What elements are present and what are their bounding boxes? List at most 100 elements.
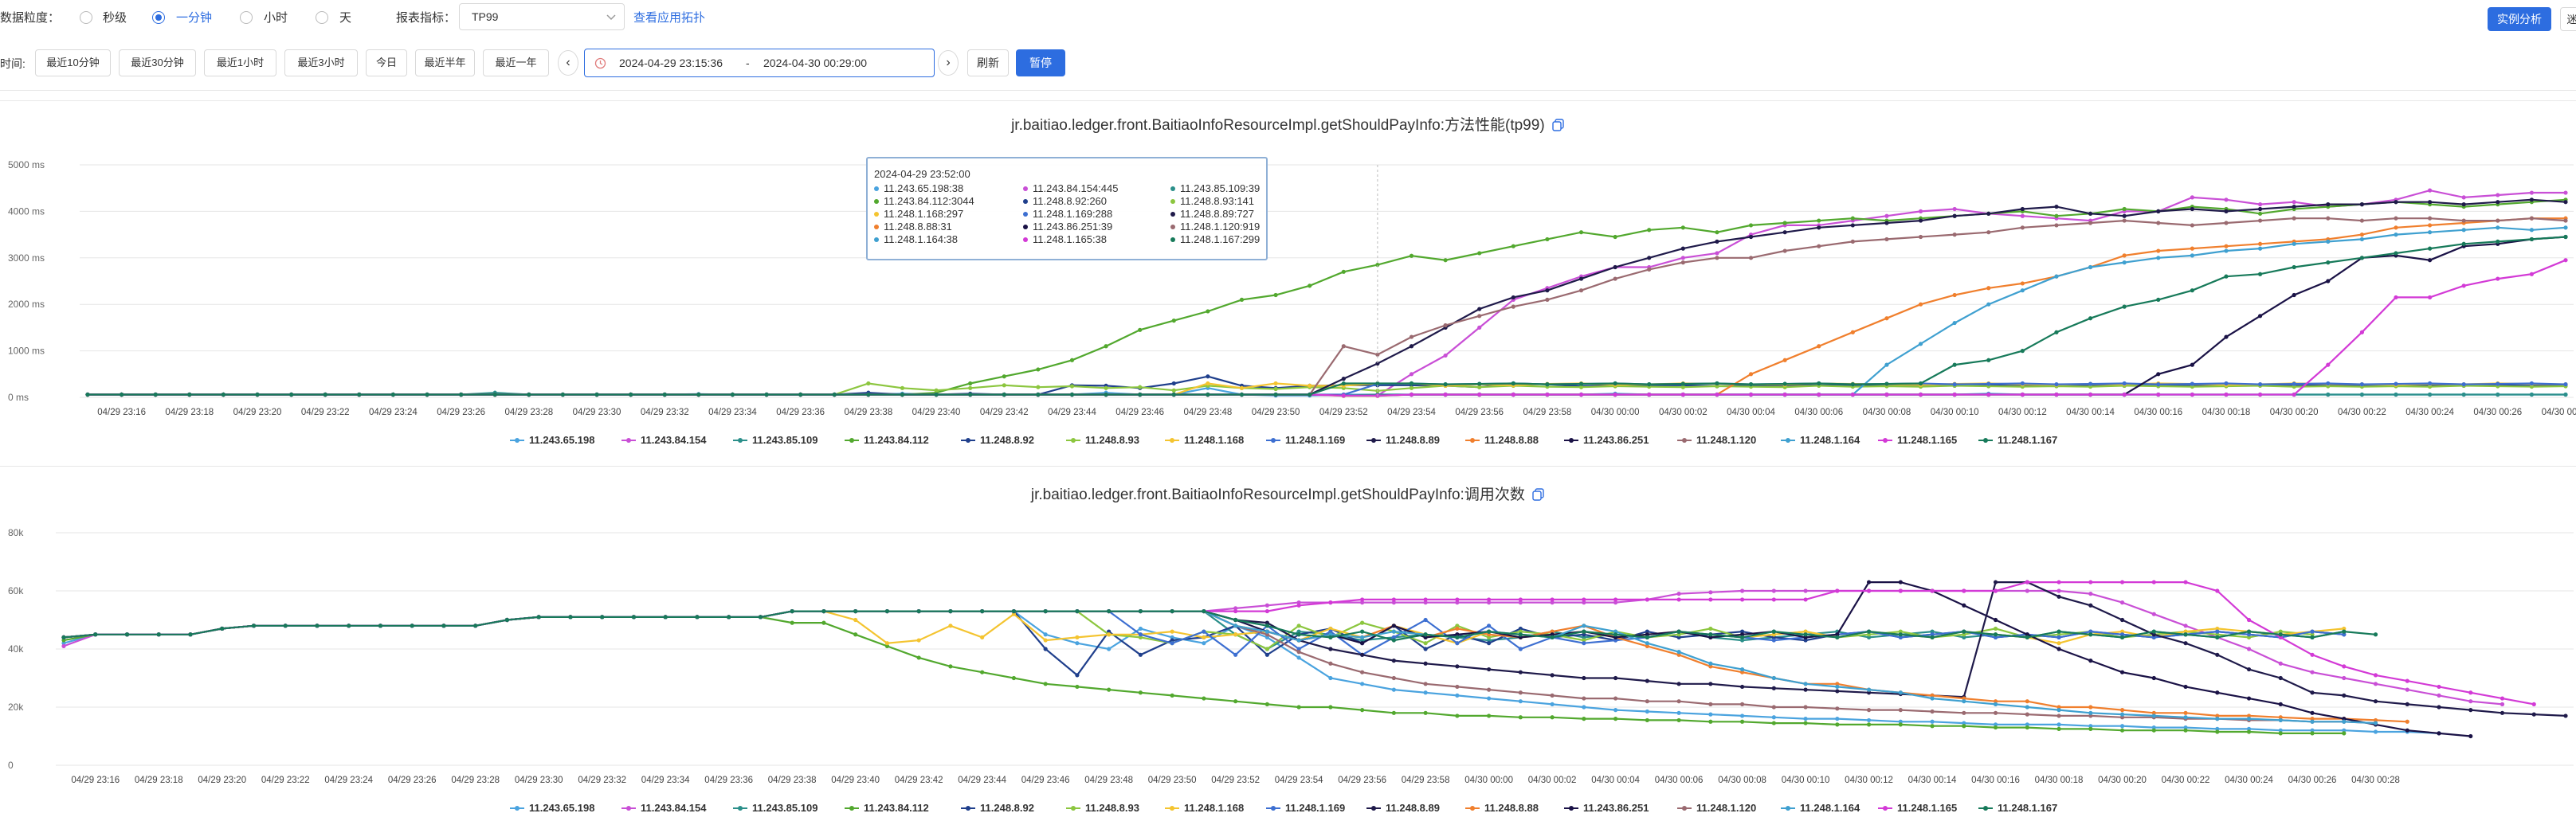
data-point — [2257, 211, 2263, 216]
pause-button[interactable]: 暂停 — [1016, 49, 1065, 76]
data-point — [2119, 708, 2125, 713]
data-point — [2119, 715, 2125, 720]
data-point — [85, 392, 90, 397]
quick-range-button[interactable]: 最近半年 — [415, 49, 475, 76]
data-point — [2437, 731, 2441, 736]
data-point — [2394, 295, 2398, 300]
refresh-button[interactable]: 刷新 — [967, 49, 1009, 76]
metric-select[interactable]: TP99 — [459, 3, 625, 30]
data-point — [2183, 624, 2188, 628]
data-point — [1582, 705, 1586, 710]
data-point — [1550, 702, 1555, 706]
data-point — [2020, 225, 2025, 230]
data-point — [1884, 237, 1889, 242]
data-point — [2342, 626, 2347, 631]
data-point — [1443, 382, 1448, 387]
data-point — [2373, 673, 2378, 678]
series-dot-icon — [874, 186, 879, 191]
series-line — [88, 259, 2566, 397]
data-point — [1708, 635, 1713, 639]
data-point — [1075, 635, 1080, 639]
data-point — [2224, 209, 2229, 213]
data-point — [1011, 675, 1017, 681]
data-point — [536, 615, 541, 620]
data-point — [1866, 690, 1872, 695]
y-tick-label: 1000 ms — [8, 346, 45, 357]
data-point — [2056, 580, 2061, 584]
radio-minute[interactable] — [152, 11, 165, 24]
data-point — [1647, 382, 1652, 387]
data-point — [1771, 721, 1776, 725]
instance-analysis-button[interactable]: 实例分析 — [2488, 7, 2551, 31]
series-dot-icon — [1023, 186, 1028, 191]
quick-range-button[interactable]: 最近1小时 — [204, 49, 276, 76]
data-point — [2359, 382, 2364, 387]
range-start[interactable]: 2024-04-29 23:15:36 — [619, 57, 723, 69]
data-point — [934, 392, 939, 397]
data-point — [1817, 344, 1821, 349]
cut-off-button[interactable]: 迷 — [2560, 7, 2576, 31]
chart-title-calls: jr.baitiao.ledger.front.BaitiaoInfoResou… — [0, 483, 2576, 504]
data-point — [1866, 717, 1872, 723]
quick-range-button[interactable]: 最近一年 — [483, 49, 549, 76]
date-range-picker[interactable]: 2024-04-29 23:15:36 - 2024-04-30 00:29:0… — [584, 49, 935, 77]
series-dot-icon — [1023, 237, 1028, 242]
radio-day-label[interactable]: 天 — [339, 11, 352, 25]
data-point — [1518, 670, 1523, 674]
data-point — [2292, 264, 2296, 270]
range-end[interactable]: 2024-04-30 00:29:00 — [763, 57, 867, 69]
data-point — [2468, 690, 2473, 695]
data-point — [1264, 629, 1269, 634]
data-point — [1962, 632, 1966, 637]
data-point — [2246, 729, 2252, 734]
data-point — [2119, 617, 2125, 623]
radio-second[interactable] — [80, 11, 92, 24]
next-range-button[interactable]: › — [938, 50, 959, 76]
radio-minute-label[interactable]: 一分钟 — [176, 11, 213, 25]
data-point — [1930, 724, 1935, 729]
radio-hour[interactable] — [240, 11, 253, 24]
data-point — [1409, 334, 1414, 339]
data-point — [1264, 652, 1269, 657]
data-point — [2119, 632, 2125, 637]
data-point — [2405, 678, 2409, 683]
data-point — [1487, 600, 1492, 605]
data-point — [2054, 274, 2059, 279]
x-tick-label: 04/30 00:20 — [2270, 408, 2319, 417]
data-point — [283, 624, 288, 628]
data-point — [2088, 392, 2093, 397]
metric-select-value: TP99 — [472, 10, 499, 23]
data-point — [1043, 608, 1048, 614]
legend-entry: 11.248.1.167 — [1998, 802, 2057, 814]
quick-range-button[interactable]: 今日 — [366, 49, 407, 76]
radio-hour-label[interactable]: 小时 — [264, 11, 288, 25]
data-point — [1835, 684, 1840, 690]
prev-range-button[interactable]: ‹ — [558, 50, 578, 76]
copy-icon[interactable] — [1552, 119, 1565, 131]
radio-day[interactable] — [316, 11, 328, 24]
data-point — [1708, 664, 1713, 669]
data-point — [1455, 597, 1460, 602]
data-point — [1138, 626, 1143, 631]
series-dot-icon — [1170, 199, 1175, 204]
quick-range-button[interactable]: 最近3小时 — [284, 49, 358, 76]
quick-range-button[interactable]: 最近10分钟 — [35, 49, 111, 76]
data-point — [1708, 590, 1713, 595]
data-point — [323, 392, 327, 397]
data-point — [1206, 309, 1210, 314]
quick-range-button[interactable]: 最近30分钟 — [119, 49, 196, 76]
data-point — [2359, 233, 2364, 237]
topology-link[interactable]: 查看应用拓扑 — [633, 11, 706, 25]
x-tick-label: 04/30 00:14 — [2066, 408, 2115, 417]
x-tick-label: 04/29 23:44 — [958, 776, 1006, 785]
copy-icon[interactable] — [1532, 488, 1545, 501]
chevron-down-icon — [606, 14, 616, 21]
data-point — [1962, 603, 1966, 608]
data-point — [1545, 288, 1550, 293]
radio-second-label[interactable]: 秒级 — [103, 11, 127, 25]
x-tick-label: 04/30 00:10 — [1782, 776, 1830, 785]
data-point — [2342, 731, 2347, 736]
data-point — [2190, 246, 2194, 251]
data-point — [2215, 729, 2220, 734]
data-point — [1273, 386, 1278, 392]
